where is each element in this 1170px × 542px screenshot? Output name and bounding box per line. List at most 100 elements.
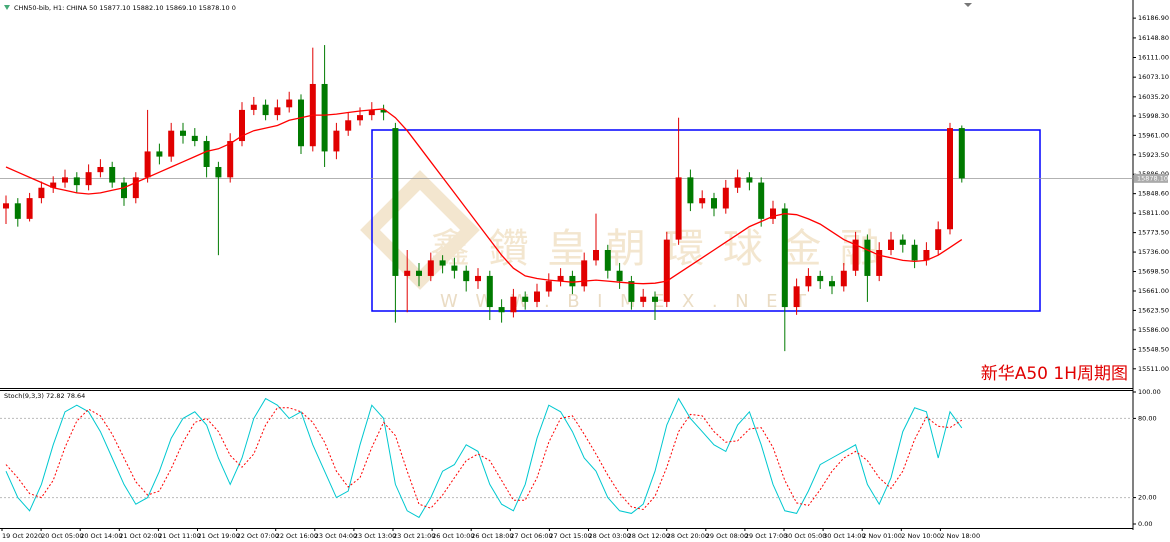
candle-body xyxy=(522,296,529,302)
moving-average xyxy=(5,108,963,285)
candle-body xyxy=(805,275,812,287)
x-tick-label: 28 Oct 03:00 xyxy=(589,532,631,540)
candle-body xyxy=(168,130,175,157)
candle-body xyxy=(734,177,741,188)
x-tick-label: 29 Oct 17:00 xyxy=(745,532,787,540)
candle-body xyxy=(864,239,871,276)
candle-body xyxy=(392,128,399,276)
x-tick-label: 27 Oct 06:00 xyxy=(510,532,552,540)
y-tick-label: 15586.00 xyxy=(1138,326,1169,334)
candle-body xyxy=(699,198,706,204)
x-tick-label: 28 Oct 20:00 xyxy=(667,532,709,540)
y-tick-label: 15961.00 xyxy=(1138,131,1169,139)
candle-body xyxy=(781,208,788,308)
x-tick-label: 23 Oct 13:00 xyxy=(354,532,396,540)
x-tick-label: 26 Oct 18:00 xyxy=(471,532,513,540)
candle-body xyxy=(852,239,859,271)
x-tick-label: 23 Oct 04:00 xyxy=(315,532,357,540)
y-tick-label: 16148.80 xyxy=(1138,34,1169,42)
x-tick-label: 27 Oct 15:00 xyxy=(549,532,591,540)
candle-body xyxy=(876,249,883,276)
candle-body xyxy=(121,182,127,199)
candle-body xyxy=(593,249,599,261)
candle-body xyxy=(899,239,906,245)
candle-body xyxy=(817,275,824,282)
candle-body xyxy=(250,104,257,110)
x-tick-label: 23 Oct 21:00 xyxy=(393,532,435,540)
candle-body xyxy=(947,128,953,230)
chart-header: CHN50-bib, H1: CHINA 50 15877.10 15882.1… xyxy=(14,4,236,12)
candle-body xyxy=(663,239,670,302)
candle-body xyxy=(840,270,847,287)
candle-body xyxy=(770,208,776,219)
candle-body xyxy=(427,260,434,276)
x-tick-label: 21 Oct 02:00 xyxy=(119,532,161,540)
candle-body xyxy=(711,198,717,209)
candle-body xyxy=(616,270,623,282)
candle-body xyxy=(298,99,304,147)
candle-body xyxy=(475,275,481,282)
header-icon xyxy=(4,5,10,10)
candle-body xyxy=(722,187,729,209)
candle-body xyxy=(486,275,493,308)
candle-body xyxy=(274,107,281,116)
y-tick-label: 16073.10 xyxy=(1138,73,1169,81)
x-tick-label: 29 Oct 08:00 xyxy=(706,532,748,540)
x-tick-label: 2 Nov 10:00 xyxy=(901,532,941,540)
candle-body xyxy=(758,182,765,219)
y-tick-label: 15736.00 xyxy=(1138,248,1169,256)
annotation: 新华A50 1H周期图 xyxy=(981,364,1128,384)
candle-body xyxy=(262,104,269,116)
watermark-en: WWW.BIMEX.NET xyxy=(440,291,820,312)
range-box xyxy=(371,129,1041,312)
y-tick-label: 15548.50 xyxy=(1138,345,1169,353)
candle-body xyxy=(687,177,694,204)
candle-body xyxy=(439,260,446,266)
candle-body xyxy=(333,130,340,152)
y-tick-label: 15623.50 xyxy=(1138,306,1169,314)
candle-body xyxy=(144,151,151,178)
candle-body xyxy=(239,109,245,142)
candle-body xyxy=(463,270,470,282)
y-tick-label: 15511.00 xyxy=(1138,365,1169,373)
candle-body xyxy=(50,182,57,188)
candle-body xyxy=(26,198,33,219)
y2-tick-label: 100.00 xyxy=(1138,388,1161,396)
indicator-label: Stoch(9,3,3) 72.82 78.64 xyxy=(4,392,85,400)
candle-body xyxy=(180,130,186,136)
candle-body xyxy=(191,135,198,142)
candle-body xyxy=(911,244,918,261)
candle-body xyxy=(793,286,800,308)
candle-body xyxy=(345,120,352,131)
candle-body xyxy=(545,281,552,292)
candle-body xyxy=(156,151,163,157)
candle-body xyxy=(534,291,540,302)
watermark-logo xyxy=(360,170,480,290)
candle-body xyxy=(14,203,21,219)
x-tick-label: 26 Oct 10:00 xyxy=(432,532,474,540)
x-tick-label: 22 Oct 16:00 xyxy=(276,532,318,540)
candle-body xyxy=(628,281,635,302)
candle-body xyxy=(557,275,564,282)
x-tick-label: 2 Nov 01:00 xyxy=(862,532,902,540)
candle-body xyxy=(380,109,387,113)
candle-body xyxy=(935,229,942,250)
candle-body xyxy=(604,249,611,271)
x-tick-label: 20 Oct 05:00 xyxy=(41,532,83,540)
stoch-k xyxy=(5,397,963,519)
candle-body xyxy=(109,166,116,183)
y2-tick-label: 0.00 xyxy=(1138,520,1152,528)
x-tick-label: 30 Oct 05:00 xyxy=(784,532,826,540)
y-tick-label: 15998.30 xyxy=(1138,112,1169,120)
candle-body xyxy=(416,270,422,276)
x-tick-label: 20 Oct 14:00 xyxy=(80,532,122,540)
candle-body xyxy=(510,296,517,313)
candle-body xyxy=(451,265,458,271)
y2-tick-label: 20.00 xyxy=(1138,494,1157,502)
candle-body xyxy=(62,177,68,183)
annotation-box xyxy=(958,360,1130,386)
candle-body xyxy=(958,128,965,179)
candle-body xyxy=(203,141,210,167)
y-tick-label: 16111.00 xyxy=(1138,54,1169,62)
